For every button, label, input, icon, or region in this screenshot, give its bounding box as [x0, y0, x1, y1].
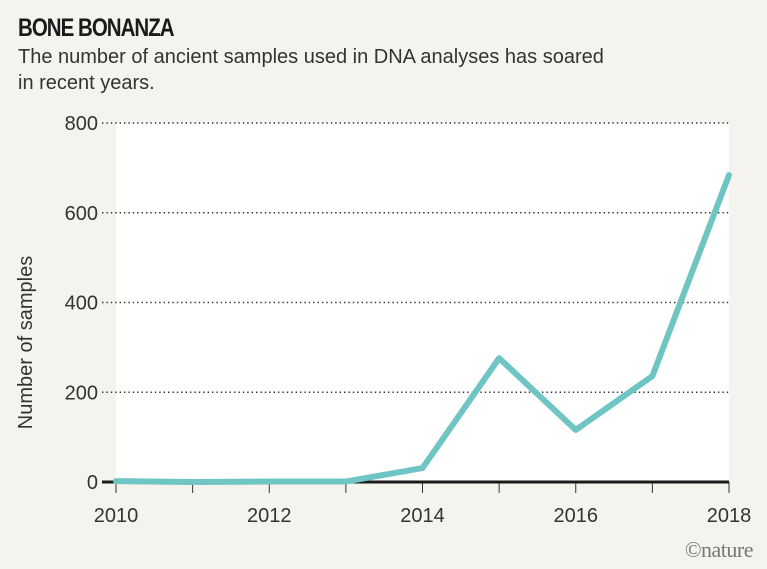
y-tick-label: 600 — [65, 203, 98, 225]
y-axis-label: Number of samples — [15, 256, 37, 429]
y-tick-label: 0 — [87, 472, 98, 494]
y-tick-label: 400 — [65, 293, 98, 315]
x-tick-label: 2018 — [707, 505, 752, 527]
x-tick-label: 2014 — [400, 505, 445, 527]
y-tick-label: 800 — [65, 113, 98, 135]
chart-title: BONE BONANZA — [18, 14, 175, 42]
chart-subtitle: The number of ancient samples used in DN… — [18, 46, 604, 94]
y-tick-label: 200 — [65, 382, 98, 404]
x-tick-label: 2010 — [94, 505, 139, 527]
x-tick-label: 2012 — [247, 505, 292, 527]
x-tick-label: 2016 — [554, 505, 599, 527]
nature-credit: ©nature — [684, 537, 754, 562]
